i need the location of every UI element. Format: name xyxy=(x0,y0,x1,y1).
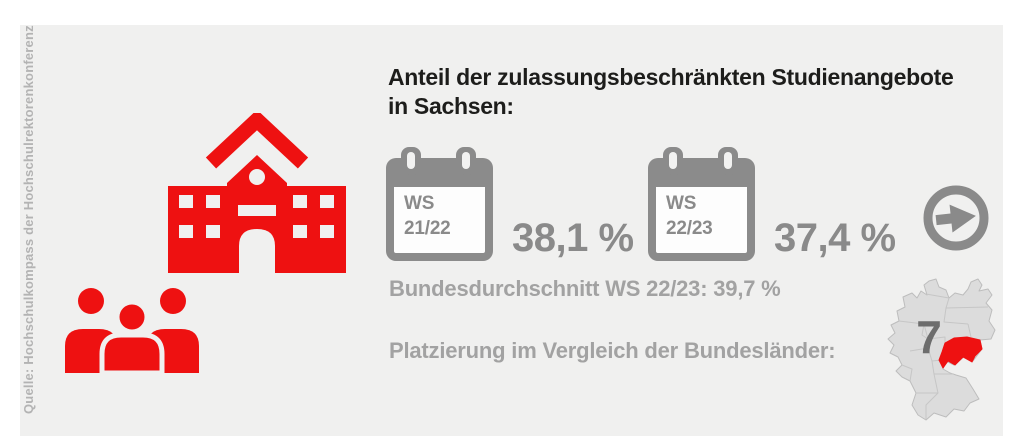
calendar-icon-ws-21-22: WS 21/22 xyxy=(386,147,493,261)
saxony-highlight xyxy=(938,336,983,369)
page-title: Anteil der zulassungsbeschränkten Studie… xyxy=(388,63,1008,121)
semester-years: 21/22 xyxy=(404,218,451,239)
state-borders xyxy=(898,293,989,419)
semester-years: 22/23 xyxy=(666,218,713,239)
germany-outline xyxy=(887,278,996,421)
semester-ws: WS xyxy=(404,193,435,214)
title-line-2: in Sachsen: xyxy=(388,93,514,119)
ranking-label: Platzierung im Vergleich der Bundeslände… xyxy=(389,338,836,363)
semester-ws: WS xyxy=(666,193,697,214)
calendar-icon-ws-22-23: WS 22/23 xyxy=(648,147,755,261)
calendar-ring-icon xyxy=(456,147,476,175)
calendar-ring-icon xyxy=(401,147,421,175)
germany-map-icon: 7 xyxy=(887,278,996,421)
title-line-1: Anteil der zulassungsbeschränkten Studie… xyxy=(388,64,954,90)
source-note: Quelle: Hochschulkompass der Hochschulre… xyxy=(21,25,36,414)
rank-number: 7 xyxy=(916,311,942,363)
calendar-ring-icon xyxy=(718,147,738,175)
school-building-icon xyxy=(168,113,346,273)
students-group-icon xyxy=(65,288,199,374)
calendar-ring-icon xyxy=(663,147,683,175)
stat-value-ws-22-23: 37,4 % xyxy=(774,216,896,260)
stat-value-ws-21-22: 38,1 % xyxy=(512,216,634,260)
national-average-text: Bundesdurchschnitt WS 22/23: 39,7 % xyxy=(389,276,781,301)
semester-label: WS 22/23 xyxy=(666,191,713,241)
semester-label: WS 21/22 xyxy=(404,191,451,241)
arrow-right-circle-icon xyxy=(923,185,989,251)
